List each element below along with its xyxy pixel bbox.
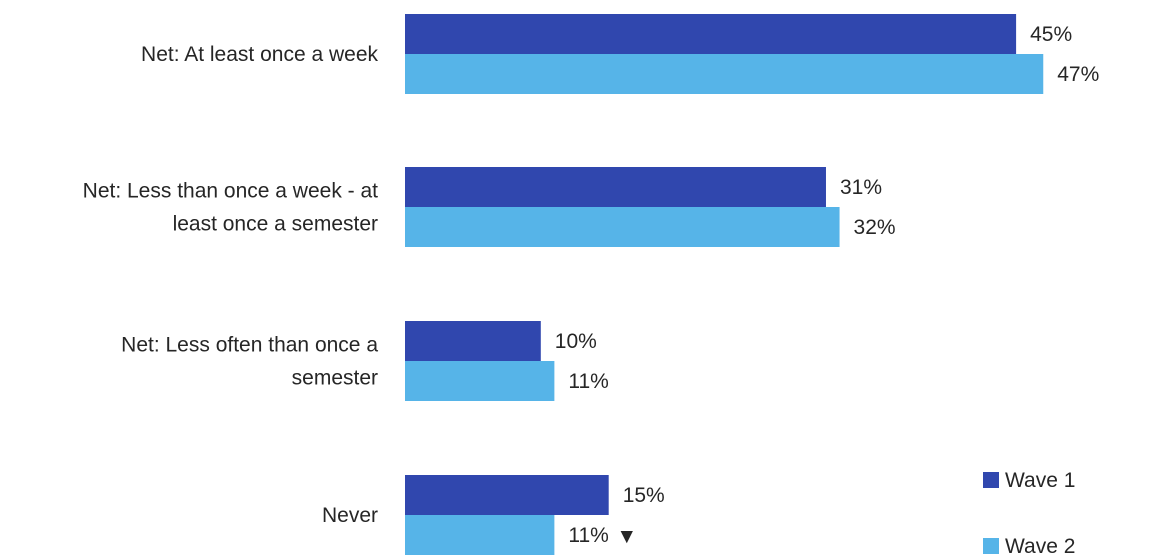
category-label: least once a semester [173,213,378,236]
data-label: 47% [1057,63,1099,86]
bar [405,14,1017,54]
category-labels: Net: At least once a week Net: Less than … [83,43,379,527]
bar [405,54,1044,94]
value-labels: 45% 47% 31% 32% 10% 11% 15% 11% ▼ [555,23,1099,548]
bars-layer [405,14,1044,555]
data-label: 10% [555,330,597,353]
bar [405,167,826,207]
category-label: Net: At least once a week [141,43,378,66]
category-label: semester [292,367,378,390]
bar [405,515,555,555]
data-label: 11% [568,370,608,393]
bar [405,321,541,361]
legend-label: Wave 1 [1005,469,1075,492]
data-label: 32% [854,216,896,239]
legend: Wave 1 Wave 2 [983,469,1075,555]
data-label: 31% [840,176,882,199]
category-label: Net: Less often than once a [121,334,378,357]
data-label: 15% [623,484,665,507]
legend-swatch [983,538,999,554]
significance-down-marker: ▼ [616,525,637,548]
legend-label: Wave 2 [1005,535,1075,555]
category-label: Never [322,504,378,527]
legend-swatch [983,472,999,488]
data-label: 11% [568,524,608,547]
category-label: Net: Less than once a week - at [83,180,378,203]
bar [405,207,840,247]
bar [405,361,555,401]
bar [405,475,609,515]
data-label: 45% [1030,23,1072,46]
